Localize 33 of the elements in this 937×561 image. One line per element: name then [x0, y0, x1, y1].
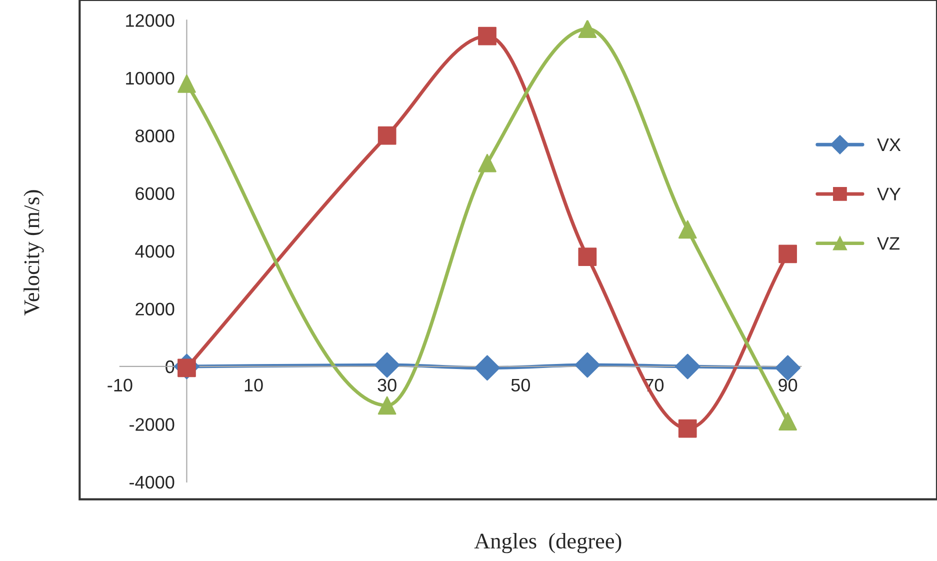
x-tick-label: 90: [778, 378, 798, 392]
point: [378, 396, 396, 415]
point: [378, 126, 396, 145]
legend-label: VX: [877, 138, 901, 151]
x-tick-label: -10: [108, 378, 132, 392]
y-axis-title: Velocity (m/s): [24, 190, 44, 316]
x-axis-title: Angles (degree): [474, 532, 622, 554]
point: [474, 355, 500, 381]
y-tick-label: 4000: [135, 244, 174, 258]
point: [478, 154, 496, 172]
y-tick-label: -2000: [130, 418, 174, 431]
point: [678, 220, 697, 239]
point: [374, 352, 400, 378]
point: [578, 20, 597, 38]
legend-label: VZ: [877, 237, 900, 250]
x-tick-label: 10: [244, 378, 263, 392]
y-tick-label: 12000: [126, 14, 174, 27]
y-tick-label: 2000: [136, 302, 174, 316]
point: [674, 354, 700, 380]
y-tick-label: 6000: [136, 187, 174, 200]
y-tick-label: 8000: [136, 130, 174, 142]
point: [574, 352, 600, 378]
y-tick-label: -4000: [130, 476, 174, 489]
point: [678, 419, 697, 438]
legend-label: VY: [877, 188, 901, 200]
y-tick-label: 10000: [126, 72, 174, 85]
point: [778, 412, 797, 430]
point: [578, 248, 597, 266]
point: [778, 244, 797, 264]
x-tick-label: 30: [378, 378, 396, 392]
x-tick-label: 50: [511, 378, 530, 392]
point: [478, 26, 496, 46]
point: [178, 74, 196, 93]
